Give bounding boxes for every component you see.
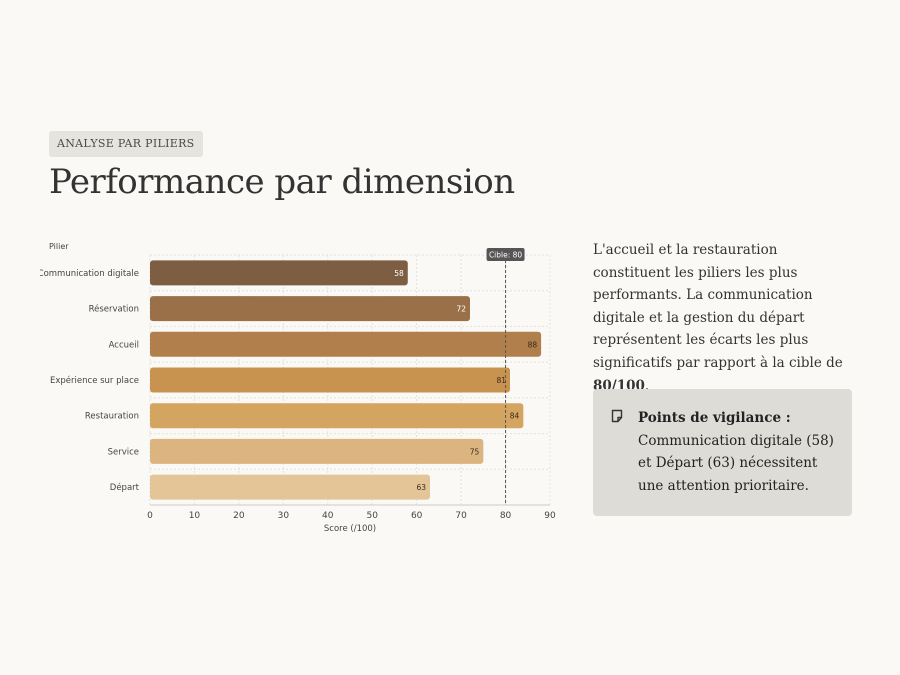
chart-labels: 0 10 20 30 40 50 60 70 80 90 58 Communication digit… <box>40 242 556 534</box>
x-tick-label: 0 <box>147 511 153 521</box>
vigilance-callout: Points de vigilance : Communication digi… <box>593 389 852 516</box>
description-text: L'accueil et la restauration constituent… <box>593 242 843 394</box>
x-tick-label: 30 <box>278 511 290 521</box>
bar-value-label: 58 <box>394 269 404 278</box>
x-tick-label: 40 <box>322 511 334 521</box>
bar <box>150 296 470 322</box>
page-title: Performance par dimension <box>49 162 515 202</box>
category-label: Restauration <box>85 412 139 422</box>
x-tick-label: 70 <box>455 511 467 521</box>
bar-chart: Cible: 80 0 10 20 30 40 50 60 70 80 90 58 Communica… <box>40 242 556 534</box>
category-label: Accueil <box>109 340 139 350</box>
bar <box>150 438 484 464</box>
section-tag: ANALYSE PAR PILIERS <box>49 131 203 157</box>
x-tick-label: 90 <box>544 511 556 521</box>
bar <box>150 260 408 286</box>
category-label: Service <box>108 447 139 457</box>
bar-value-label: 63 <box>416 483 426 492</box>
note-icon <box>611 409 623 423</box>
x-tick-label: 50 <box>366 511 378 521</box>
x-axis-title: Score (/100) <box>324 524 376 534</box>
x-tick-label: 80 <box>500 511 512 521</box>
target-label-bg <box>486 248 525 261</box>
category-label: Expérience sur place <box>50 375 139 386</box>
x-tick-label: 60 <box>411 511 423 521</box>
category-label: Réservation <box>89 304 139 315</box>
target-line-group: Cible: 80 <box>486 248 525 505</box>
chart-bars <box>150 260 542 500</box>
y-axis-title: Pilier <box>49 242 69 251</box>
bar-value-label: 84 <box>510 412 520 421</box>
bar <box>150 474 430 500</box>
bar-value-label: 81 <box>496 376 506 385</box>
category-label: Communication digitale <box>40 269 139 279</box>
callout-text: Points de vigilance : Communication digi… <box>638 410 834 494</box>
category-label: Départ <box>110 482 140 493</box>
bar <box>150 403 524 429</box>
x-tick-label: 10 <box>189 511 201 521</box>
bar <box>150 331 542 357</box>
x-tick-label: 20 <box>233 511 245 521</box>
bar-value-label: 88 <box>528 340 538 349</box>
bar-value-label: 72 <box>456 305 466 314</box>
bar <box>150 367 510 393</box>
bar-value-label: 75 <box>470 447 480 456</box>
target-label: Cible: 80 <box>489 251 522 260</box>
